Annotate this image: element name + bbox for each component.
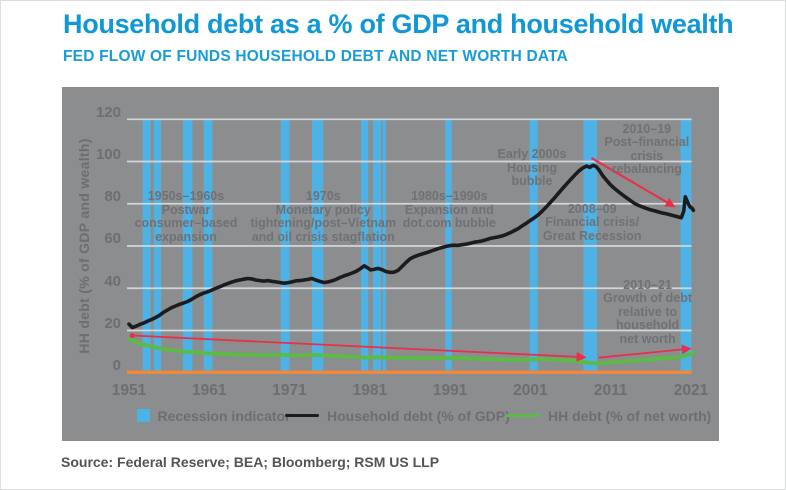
x-tick-label: 1971 <box>272 382 307 399</box>
legend-label: Household debt (% of GDP) <box>327 407 510 424</box>
y-tick-label: 40 <box>104 272 121 290</box>
x-tick-label: 2011 <box>593 382 628 399</box>
legend-item-household-debt: Household debt (% of GDP) <box>285 407 510 424</box>
x-tick-label: 1981 <box>352 382 388 399</box>
legend-label: HH debt (% of net worth) <box>548 407 712 424</box>
page-subtitle: FED FLOW OF FUNDS HOUSEHOLD DEBT AND NET… <box>63 48 569 65</box>
chart-annotation: 1970s Monetary policy tightening/post–Vi… <box>250 189 397 244</box>
x-tick-label: 2021 <box>673 382 709 399</box>
y-tick-label: 60 <box>104 230 121 248</box>
chart-annotation: 1980s–1990s Expansion and dot.com bubble <box>402 189 496 231</box>
legend-item-recession: Recession indicator <box>137 407 291 424</box>
chart-annotation: Early 2000s Housing bubble <box>497 147 567 189</box>
y-tick-label: 120 <box>95 103 121 121</box>
legend: Recession indicator Household debt (% of… <box>1 407 785 425</box>
chart-annotation: 2010–19 Post–financial crisis rebalancin… <box>604 121 690 177</box>
x-tick-label: 1961 <box>192 382 227 399</box>
net-worth-line-swatch-icon <box>506 413 540 418</box>
chart-annotation: 2010–21 Growth of debt relative to house… <box>603 277 693 346</box>
y-tick-label: 0 <box>112 357 121 375</box>
x-tick-label: 2001 <box>513 382 548 399</box>
x-tick-label: 1991 <box>432 382 468 399</box>
recession-swatch-icon <box>137 409 150 422</box>
debt-line-swatch-icon <box>285 413 319 418</box>
source-note: Source: Federal Reserve; BEA; Bloomberg;… <box>61 454 440 470</box>
chart-annotation: 1950s–1960s Postwar consumer–based expan… <box>134 189 238 244</box>
x-tick-label: 1951 <box>111 382 147 399</box>
y-tick-label: 20 <box>104 314 121 332</box>
y-tick-label: 100 <box>95 146 121 164</box>
chart-annotation: 2008–09 Financial crisis/ Great Recessio… <box>542 201 642 243</box>
page-title: Household debt as a % of GDP and househo… <box>63 9 734 39</box>
legend-label: Recession indicator <box>157 407 291 424</box>
y-tick-label: 80 <box>104 188 121 206</box>
legend-item-net-worth: HH debt (% of net worth) <box>506 407 711 424</box>
